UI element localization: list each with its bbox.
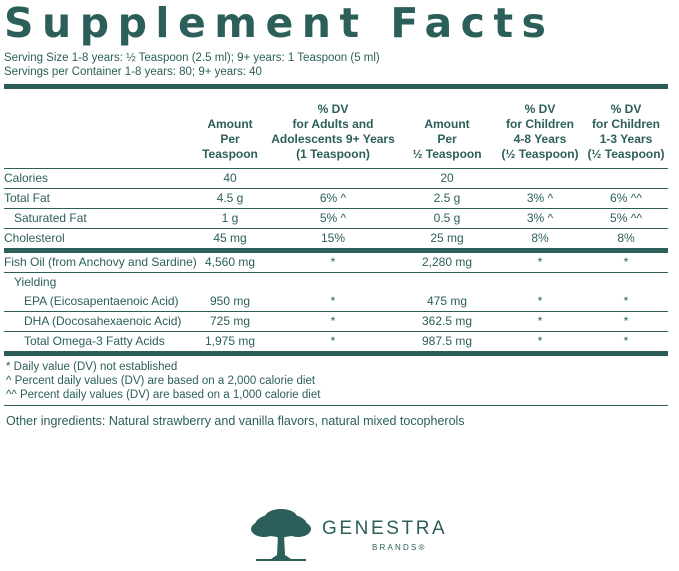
serving-size: Serving Size 1-8 years: ½ Teaspoon (2.5 …	[4, 52, 380, 64]
table-cell: 725 mg	[192, 311, 268, 332]
table-cell	[496, 168, 584, 189]
table-cell: 45 mg	[192, 228, 268, 253]
table-cell: *	[496, 311, 584, 332]
footnote: ^ Percent daily values (DV) are based on…	[6, 375, 316, 387]
nutrient-label: Cholesterol	[4, 228, 192, 253]
table-cell: 20	[398, 168, 496, 189]
table-cell: *	[584, 331, 668, 356]
table-row-epa: EPA (Eicosapentaenoic Acid) 950 mg * 475 mg…	[4, 292, 668, 312]
footnote: ^^ Percent daily values (DV) are based o…	[6, 389, 321, 401]
nutrient-table: Amount Per Teaspoon % DV for Adults and Adol…	[4, 89, 668, 356]
table-cell	[496, 273, 584, 293]
table-cell: 4.5 g	[192, 188, 268, 209]
footnotes: * Daily value (DV) not established ^ Per…	[4, 360, 668, 402]
table-cell: *	[584, 250, 668, 273]
table-cell: 2.5 g	[398, 188, 496, 209]
table-cell: *	[584, 311, 668, 332]
divider-thin	[4, 405, 668, 406]
table-cell	[192, 273, 268, 293]
table-cell: 3% ^	[496, 188, 584, 209]
header-dv-adults: % DV for Adults and Adolescents 9+ Years (1…	[268, 89, 398, 169]
nutrient-label: Saturated Fat	[4, 208, 192, 229]
table-cell: *	[268, 250, 398, 273]
table-cell: 362.5 mg	[398, 311, 496, 332]
table-cell: 987.5 mg	[398, 331, 496, 356]
table-cell: *	[268, 311, 398, 332]
table-cell: 40	[192, 168, 268, 189]
brand-name: GENESTRA	[322, 518, 448, 539]
panel-title: Supplement Facts	[4, 0, 555, 47]
table-cell: *	[496, 292, 584, 312]
nutrient-label: Total Fat	[4, 188, 192, 209]
table-row-total-fat: Total Fat 4.5 g 6% ^ 2.5 g 3% ^ 6% ^^	[4, 188, 668, 209]
servings-per-container: Servings per Container 1-8 years: 80; 9+…	[4, 66, 262, 78]
table-cell: 2,280 mg	[398, 250, 496, 273]
nutrient-label: Total Omega-3 Fatty Acids	[4, 331, 192, 356]
table-cell: 25 mg	[398, 228, 496, 253]
table-row-dha: DHA (Docosahexaenoic Acid) 725 mg * 362.5 m…	[4, 311, 668, 332]
supplement-facts-panel: Supplement Facts Serving Size 1-8 years:…	[4, 0, 668, 429]
table-cell: 3% ^	[496, 208, 584, 229]
table-cell: *	[584, 292, 668, 312]
header-amount-per-teaspoon: Amount Per Teaspoon	[192, 89, 268, 169]
header-nutrient	[4, 89, 192, 169]
table-cell: 6% ^^	[584, 188, 668, 209]
table-cell: 0.5 g	[398, 208, 496, 229]
nutrient-label: Yielding	[14, 275, 57, 289]
nutrient-label: DHA (Docosahexaenoic Acid)	[4, 311, 192, 332]
brand-subtitle: BRANDS®	[372, 543, 427, 552]
table-cell: 4,560 mg	[192, 250, 268, 273]
brand-logo: GENESTRA BRANDS®	[248, 505, 448, 565]
nutrient-label: Fish Oil (from Anchovy and Sardine)	[4, 250, 197, 273]
table-row-yielding: Yielding	[4, 273, 668, 293]
table-row-fish-oil: Fish Oil (from Anchovy and Sardine) 4,560…	[4, 250, 668, 273]
table-row-total-omega-3: Total Omega-3 Fatty Acids 1,975 mg * 987.5 …	[4, 331, 668, 356]
table-cell	[268, 273, 398, 293]
table-cell	[584, 273, 668, 293]
table-cell: 8%	[584, 228, 668, 253]
divider-thick	[4, 84, 668, 89]
table-row-cholesterol: Cholesterol 45 mg 15% 25 mg 8% 8%	[4, 228, 668, 253]
table-cell: 5% ^	[268, 208, 398, 229]
nutrient-label: Calories	[4, 168, 192, 189]
table-cell: 1,975 mg	[192, 331, 268, 356]
header-amount-per-half-teaspoon: Amount Per ½ Teaspoon	[398, 89, 496, 169]
other-ingredients: Other ingredients: Natural strawberry an…	[6, 414, 465, 428]
table-cell: 950 mg	[192, 292, 268, 312]
table-row-saturated-fat: Saturated Fat 1 g 5% ^ 0.5 g 3% ^ 5% ^^	[4, 208, 668, 229]
nutrient-label: EPA (Eicosapentaenoic Acid)	[4, 292, 192, 312]
table-cell: 1 g	[192, 208, 268, 229]
header-dv-children-1-3: % DV for Children 1-3 Years (½ Teaspoon)	[584, 89, 668, 169]
serving-info: Serving Size 1-8 years: ½ Teaspoon (2.5 …	[4, 51, 668, 79]
footnote: * Daily value (DV) not established	[6, 361, 178, 373]
table-cell	[584, 168, 668, 189]
table-cell: *	[268, 331, 398, 356]
tree-icon	[251, 509, 311, 561]
header-dv-children-4-8: % DV for Children 4-8 Years (½ Teaspoon)	[496, 89, 584, 169]
table-cell: *	[268, 292, 398, 312]
table-cell: 8%	[496, 228, 584, 253]
table-cell: 6% ^	[268, 188, 398, 209]
table-cell: 5% ^^	[584, 208, 668, 229]
table-cell: 15%	[268, 228, 398, 253]
table-cell	[398, 273, 496, 293]
table-row-calories: Calories 40 20	[4, 168, 668, 189]
table-cell: *	[496, 250, 584, 273]
table-cell: 475 mg	[398, 292, 496, 312]
table-cell	[268, 168, 398, 189]
table-cell: *	[496, 331, 584, 356]
